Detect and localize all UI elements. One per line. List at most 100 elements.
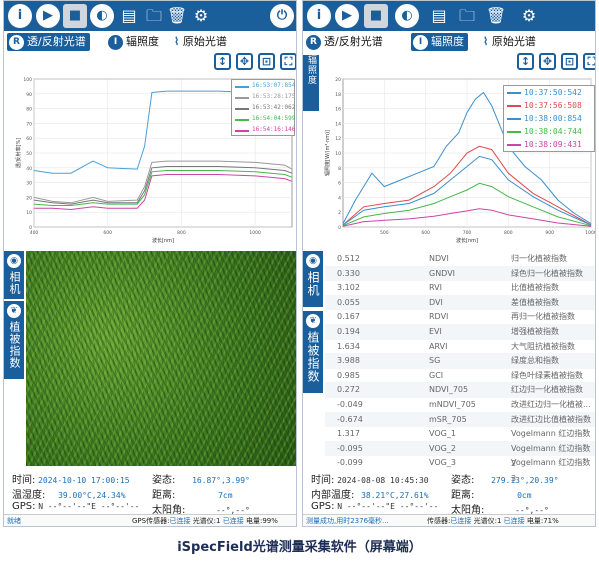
index-row[interactable]: 0.055 DVI 差值植被指数	[325, 294, 595, 311]
contrast-icon[interactable]: ◐	[90, 4, 114, 28]
play-icon[interactable]: ▶	[335, 4, 359, 28]
tab-vegetation-index[interactable]: ❦ 植被指数	[303, 311, 323, 393]
x-axis-label: 波长[nm]	[152, 237, 174, 244]
fit-icon[interactable]: ⊡	[258, 53, 275, 70]
index-row[interactable]: -0.674 mSR_705 改进红边比值植被指数	[325, 411, 595, 428]
gear-icon[interactable]: ⚙	[521, 6, 537, 25]
info-sun-angle: 太阳角: --°,--°	[451, 505, 549, 516]
legend-label: 16:54:16:146	[252, 126, 296, 133]
vertical-scale-icon[interactable]: ↕	[214, 53, 231, 70]
legend-item: 10:37:56:508	[504, 99, 594, 112]
save-icon[interactable]: ▤	[431, 6, 447, 25]
save-icon[interactable]: ▤	[121, 6, 137, 25]
vertical-scale-icon[interactable]: ↕	[517, 53, 534, 70]
power-icon[interactable]: ⏻	[270, 4, 294, 28]
chart-legend: 10:37:50:542 10:37:56:508 10:38:00:854 10:3…	[503, 85, 595, 152]
index-row[interactable]: 3.988 SG 绿度总和指数	[325, 353, 595, 369]
legend-item: 16:54:04:599	[232, 113, 295, 124]
index-code: NDVI	[429, 254, 449, 263]
index-code: VOG_3	[429, 458, 456, 468]
leaf-icon: ❦	[7, 304, 21, 318]
index-code: ARVI	[429, 341, 448, 351]
tab-reflect-label: 透/反射光谱	[324, 35, 383, 48]
fullscreen-icon[interactable]: ⛶	[583, 53, 595, 70]
index-code: RVI	[429, 283, 442, 293]
x-axis-label: 波长[nm]	[456, 237, 478, 244]
index-row[interactable]: 1.634 ARVI 大气阻抗植被指数	[325, 339, 595, 355]
index-row[interactable]: -0.049 mNDVI_705 改进红边归一化植被...	[325, 397, 595, 413]
index-row[interactable]: 0.512 NDVI 归一化植被指数	[325, 251, 595, 267]
index-row[interactable]: 0.167 RDVI 再归一化植被指数	[325, 309, 595, 325]
tab-reflect-label: 透/反射光谱	[27, 35, 86, 48]
trash-icon[interactable]: 🗑	[166, 6, 188, 25]
folder-add-icon[interactable]: 🗀	[458, 6, 475, 25]
index-row[interactable]: -0.099 VOG_3 Vogelmann 红边指数 3	[325, 455, 595, 483]
index-code: GCI	[429, 370, 444, 380]
y-tick-label: 4	[338, 195, 341, 201]
index-row[interactable]: -0.095 VOG_2 Vogelmann 红边指数 2	[325, 440, 595, 468]
series-line	[342, 91, 592, 225]
tab-irradiance[interactable]: I 辐照度	[411, 33, 468, 51]
legend-label: 10:37:56:508	[524, 101, 582, 110]
legend-item: 16:53:07:854	[232, 80, 295, 91]
legend-label: 10:38:04:744	[524, 127, 582, 136]
y-tick-label: 8	[338, 166, 341, 172]
x-tick-label: 900	[545, 230, 554, 236]
contrast-icon[interactable]: ◐	[395, 4, 419, 28]
info-gps: GPS: N --°--'--"E --°--'--	[311, 501, 439, 512]
index-value: 0.167	[337, 312, 360, 322]
legend-swatch	[507, 92, 521, 94]
tab-reflect[interactable]: R 透/反射光谱	[306, 33, 383, 51]
folder-add-icon[interactable]: 🗀	[145, 6, 162, 25]
chart-legend: 16:53:07:854 16:53:28:175 16:53:42:062 16:5…	[231, 79, 295, 136]
info-gps: GPS: N --°--'--"E --°--'--	[12, 501, 140, 512]
x-tick-label: 500	[380, 230, 389, 236]
tab-reflect[interactable]: R 透/反射光谱	[7, 33, 90, 51]
status-bar: 测量成功,用时2376毫秒... 传感器:已连接 光谱仪:1 已连接 电量:71…	[303, 514, 595, 526]
series-line	[342, 145, 592, 226]
tab-raw[interactable]: ⌇ 原始光谱	[174, 33, 227, 51]
x-tick-label: 400	[30, 230, 39, 236]
move-icon[interactable]: ✥	[236, 53, 253, 70]
tab-vegetation-index[interactable]: ❦ 植被指数	[4, 301, 24, 379]
index-row[interactable]: 3.102 RVI 比值植被指数	[325, 280, 595, 296]
legend-swatch	[507, 105, 521, 107]
index-row[interactable]: 0.985 GCI 绿色叶绿素植被指数	[325, 368, 595, 384]
toolbar: i ▶ ■ ◐ ▤ 🗀 🗑 ⚙	[303, 1, 595, 31]
tab-raw-label: 原始光谱	[491, 35, 536, 48]
tab-camera[interactable]: ◉ 相机	[303, 251, 323, 307]
info-icon[interactable]: i	[307, 4, 331, 28]
play-icon[interactable]: ▶	[36, 4, 60, 28]
legend-item: 10:37:50:542	[504, 86, 594, 99]
legend-label: 10:37:50:542	[524, 88, 582, 97]
tab-irradiance-side[interactable]: 辐照度	[303, 55, 319, 111]
legend-swatch	[507, 144, 521, 146]
stop-icon[interactable]: ■	[364, 4, 388, 28]
tab-raw[interactable]: ⌇ 原始光谱	[483, 33, 536, 51]
info-temp: 温湿度: 39.00°C,24.34%	[12, 490, 126, 501]
y-tick-label: 80	[26, 107, 32, 113]
index-name: 归一化植被指数	[511, 254, 567, 263]
index-row[interactable]: 0.330 GNDVI 绿色归一化植被指数	[325, 265, 595, 282]
tab-camera[interactable]: ◉ 相机	[4, 251, 24, 299]
index-name: 改进红边比值植被指数	[511, 414, 591, 424]
trash-icon[interactable]: 🗑	[485, 6, 507, 25]
info-icon[interactable]: i	[8, 4, 32, 28]
fit-icon[interactable]: ⊡	[561, 53, 578, 70]
x-tick-label: 800	[504, 230, 513, 236]
stop-icon[interactable]: ■	[63, 4, 87, 28]
move-icon[interactable]: ✥	[539, 53, 556, 70]
legend-label: 10:38:09:431	[524, 140, 582, 149]
y-tick-label: 30	[26, 181, 32, 187]
gear-icon[interactable]: ⚙	[193, 6, 209, 25]
tab-irradiance[interactable]: I 辐照度	[108, 33, 159, 51]
legend-item: 16:53:28:175	[232, 91, 295, 102]
fullscreen-icon[interactable]: ⛶	[280, 53, 296, 70]
x-tick-label: 800	[177, 230, 186, 236]
index-row[interactable]: 0.194 EVI 增强植被指数	[325, 324, 595, 340]
legend-swatch	[235, 97, 249, 99]
index-row[interactable]: 0.272 NDVI_705 红边归一化植被指数	[325, 382, 595, 398]
index-code: mSR_705	[429, 414, 467, 424]
y-tick-label: 100	[23, 77, 32, 83]
